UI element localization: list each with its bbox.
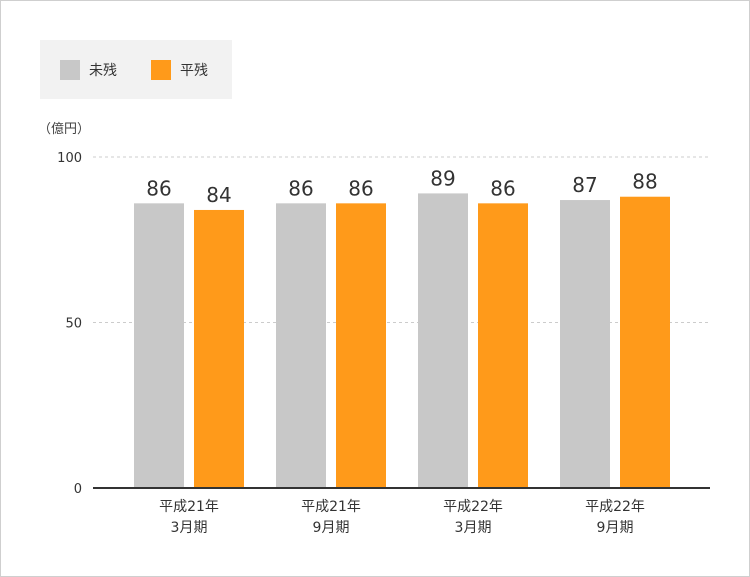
legend-item-series-2: 平残	[151, 60, 208, 80]
legend-item-series-1: 未残	[60, 60, 117, 80]
data-label: 86	[490, 176, 515, 200]
bar	[194, 209, 244, 488]
legend-label-series-2: 平残	[180, 63, 208, 79]
y-tick-label: 50	[65, 317, 82, 332]
bar	[478, 203, 528, 488]
data-label: 89	[430, 166, 455, 190]
x-tick-label: 3月期	[455, 520, 492, 536]
bar	[276, 203, 326, 488]
bar	[620, 196, 670, 488]
data-label: 86	[146, 176, 171, 200]
x-tick-label: 3月期	[171, 520, 208, 536]
x-tick-label: 平成21年	[301, 499, 361, 515]
data-label: 86	[348, 176, 373, 200]
data-label: 88	[632, 170, 657, 194]
y-tick-label: 0	[74, 482, 82, 497]
legend-label-series-1: 未残	[89, 63, 117, 79]
x-tick-label: 平成22年	[443, 499, 503, 515]
bar	[134, 203, 184, 488]
data-label: 87	[572, 173, 597, 197]
bar	[560, 200, 610, 488]
bar	[418, 193, 468, 488]
bar	[336, 203, 386, 488]
x-tick-label: 9月期	[313, 520, 350, 536]
data-label: 86	[288, 176, 313, 200]
x-tick-label: 9月期	[597, 520, 634, 536]
legend-swatch-series-1	[60, 60, 80, 80]
chart-legend: 未残 平残	[40, 40, 232, 99]
x-tick-label: 平成21年	[159, 499, 219, 515]
legend-swatch-series-2	[151, 60, 171, 80]
x-tick-label: 平成22年	[585, 499, 645, 515]
y-tick-label: 100	[57, 151, 82, 166]
data-label: 84	[206, 183, 231, 207]
y-axis-unit-label: （億円）	[38, 122, 91, 137]
